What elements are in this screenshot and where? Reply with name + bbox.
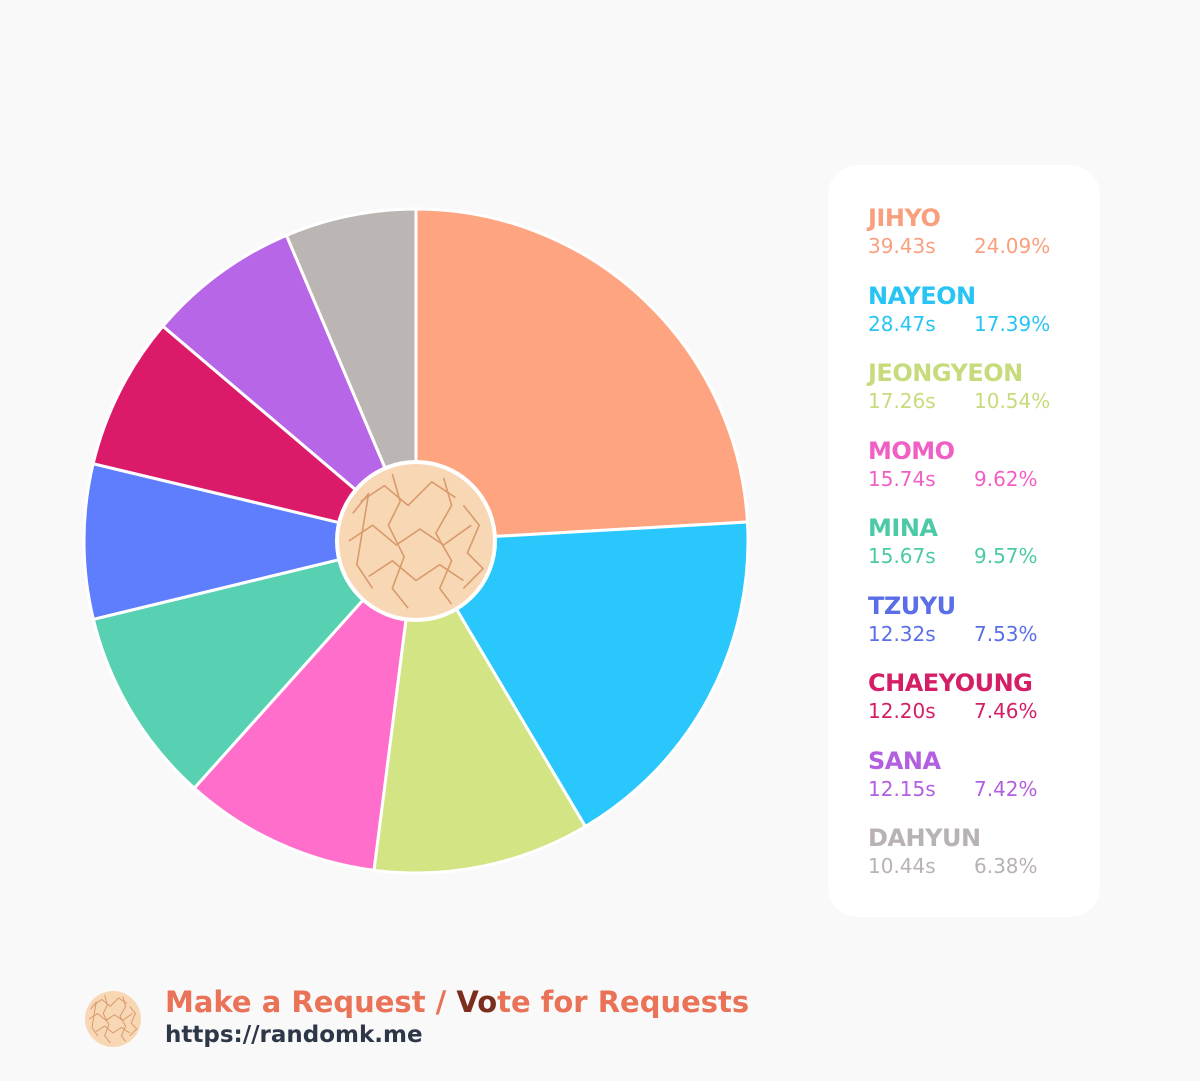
legend-time: 17.26s [868,389,936,413]
legend-time: 10.44s [868,854,936,878]
center-logo-icon [335,460,497,622]
legend-percent: 7.53% [974,621,1038,646]
legend-percent: 17.39% [974,311,1051,336]
legend-entry-dahyun: DAHYUN 10.44s 6.38% [868,823,1100,901]
legend-percent: 9.62% [974,466,1038,491]
legend-name: DAHYUN [868,824,981,852]
legend-time: 15.67s [868,544,936,568]
legend-entry-tzuyu: TZUYU 12.32s 7.53% [868,591,1100,669]
request-text: Make a Request / [165,985,457,1019]
pie-slice-momo [192,539,418,872]
legend-name: SANA [868,746,941,775]
legend-percent: 10.54% [974,389,1051,413]
legend-time: 28.47s [868,311,936,336]
legend-name: CHAEYOUNG [868,669,1033,697]
pie-slice-jeongyeon [372,539,587,875]
legend-entry-mina: MINA 15.67s 9.57% [868,513,1100,591]
legend-percent: 24.09% [974,234,1051,258]
vote-text: te for Requests [497,985,750,1019]
vote-highlight: Vo [456,985,498,1019]
pie-slice-chaeyoung [91,324,418,543]
legend-percent: 6.38% [974,854,1038,878]
legend-percent: 7.42% [974,776,1038,801]
legend-name: MOMO [868,436,955,465]
legend-name: JEONGYEON [868,359,1023,387]
legend-time: 15.74s [868,466,936,491]
pie-slice-tzuyu [82,462,418,621]
site-url[interactable]: https://randomk.me [165,1022,423,1048]
pie-slice-sana [161,233,418,543]
legend-entry-sana: SANA 12.15s 7.42% [868,746,1100,824]
legend-entry-jihyo: JIHYO 39.43s 24.09% [868,203,1100,281]
legend-time: 39.43s [868,234,936,258]
request-link[interactable]: Make a Request / Vote for Requests [165,985,749,1019]
legend-time: 12.20s [868,699,936,723]
pie-slice-mina [91,539,418,790]
legend-percent: 7.46% [974,699,1038,723]
legend-time: 12.15s [868,776,936,801]
legend-entry-chaeyoung: CHAEYOUNG 12.20s 7.46% [868,668,1100,746]
pie-slice-nayeon [414,520,750,829]
legend-percent: 9.57% [974,544,1038,568]
pie-slice-dahyun [284,207,418,543]
legend-entry-nayeon: NAYEON 28.47s 17.39% [868,281,1100,359]
footer-logo-icon [85,991,141,1047]
legend-name: NAYEON [868,281,976,310]
legend-name: MINA [868,514,938,542]
legend-entry-momo: MOMO 15.74s 9.62% [868,436,1100,514]
legend-name: TZUYU [868,591,956,620]
legend-name: JIHYO [868,204,941,232]
legend: JIHYO 39.43s 24.09% NAYEON 28.47s 17.39% JEONG… [828,165,1100,917]
pie-slice-jihyo [414,207,749,543]
legend-entry-jeongyeon: JEONGYEON 17.26s 10.54% [868,358,1100,436]
legend-time: 12.32s [868,621,936,646]
